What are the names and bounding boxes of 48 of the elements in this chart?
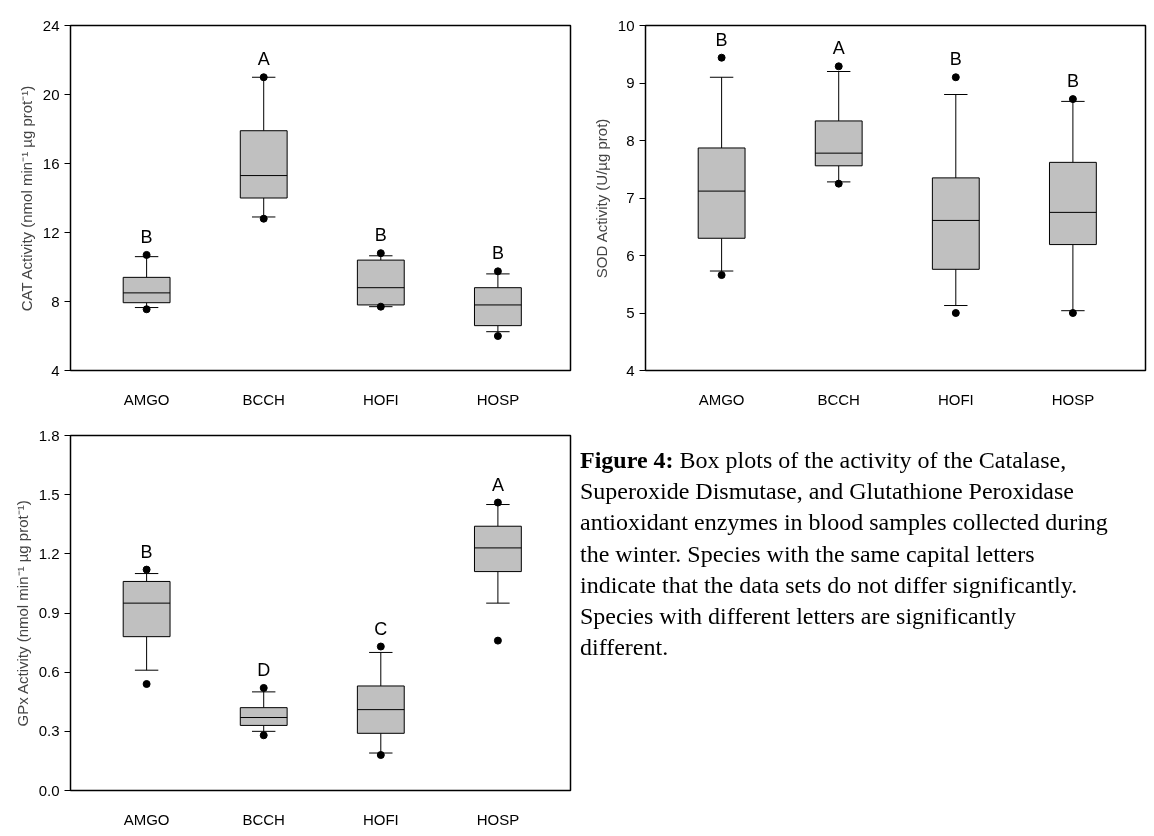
y-axis-title: GPx Activity (nmol min⁻¹ µg prot⁻¹) — [13, 500, 31, 727]
y-tick-label: 0.9 — [38, 604, 60, 621]
y-tick-label: 0.6 — [38, 663, 60, 681]
y-axis-title: SOD Activity (U/µg prot) — [592, 118, 610, 279]
y-tick-label: 0.0 — [38, 781, 60, 799]
y-tick-label: 5 — [626, 304, 635, 321]
y-tick-label: 4 — [51, 361, 60, 379]
annotation: B — [715, 29, 728, 50]
x-tick-label: BCCH — [242, 390, 285, 408]
x-tick-label: HOSP — [1051, 390, 1095, 408]
y-tick-label: 8 — [51, 292, 60, 310]
y-tick-label: 9 — [626, 74, 635, 91]
x-tick-label: AMGO — [123, 810, 170, 828]
y-tick-label: 20 — [42, 85, 60, 103]
annotation: A — [257, 49, 270, 70]
y-tick-label: 10 — [617, 16, 635, 34]
annotation: A — [832, 38, 845, 59]
x-tick-label: BCCH — [817, 390, 860, 408]
x-tick-label: AMGO — [698, 390, 745, 408]
annotation: A — [491, 474, 504, 495]
y-tick-label: 1.2 — [38, 544, 60, 562]
annotation: C — [374, 618, 388, 639]
annotation: B — [949, 49, 962, 70]
annotation: D — [257, 659, 271, 680]
x-tick-label: HOFI — [937, 390, 974, 408]
annotation: B — [374, 225, 387, 246]
y-tick-label: 6 — [626, 246, 635, 264]
y-tick-label: 0.3 — [38, 722, 60, 740]
y-tick-label: 7 — [626, 189, 635, 206]
annotation: B — [140, 541, 153, 562]
annotation: B — [491, 243, 504, 264]
y-tick-label: 1.8 — [38, 426, 60, 444]
y-tick-label: 12 — [42, 223, 60, 241]
y-tick-label: 8 — [626, 131, 635, 149]
text: Figure 4: — [580, 447, 674, 473]
y-tick-label: 4 — [626, 361, 635, 379]
y-tick-label: 24 — [42, 16, 60, 34]
x-tick-label: HOFI — [362, 810, 399, 828]
y-axis-title: CAT Activity (nmol min⁻¹ µg prot⁻¹) — [17, 85, 35, 312]
annotation: B — [140, 226, 153, 247]
x-tick-label: HOSP — [476, 390, 520, 408]
x-tick-label: BCCH — [242, 810, 285, 828]
y-tick-label: 16 — [42, 154, 60, 172]
x-tick-label: AMGO — [123, 390, 170, 408]
x-tick-label: HOSP — [476, 810, 520, 828]
annotation: B — [1066, 71, 1079, 92]
y-tick-label: 1.5 — [38, 485, 60, 503]
x-tick-label: HOFI — [362, 390, 399, 408]
